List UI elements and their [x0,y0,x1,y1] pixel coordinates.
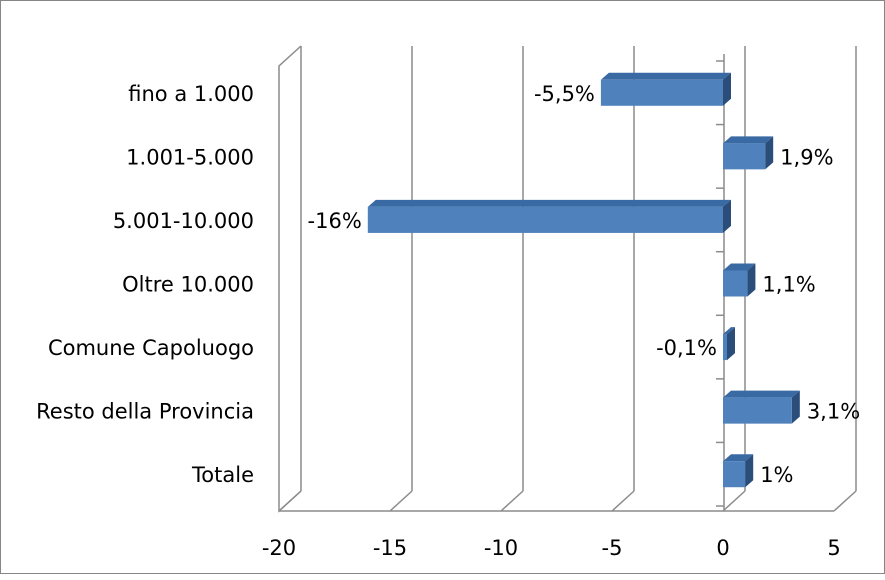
bar-top-face [723,327,735,335]
data-label: -0,1% [656,336,717,360]
data-label: 1% [760,463,793,487]
data-label: 1,1% [762,273,815,297]
floor-gridline [500,490,524,512]
bar [723,270,748,297]
bar-top-face [367,199,731,207]
bar-top-face [723,263,756,271]
x-tick-label: -20 [262,536,296,560]
category-label: Totale [191,463,254,487]
bar-top-face [723,390,800,398]
bar-side-face [745,454,754,488]
bar-side-face [723,72,731,106]
x-tick-label: 5 [827,536,840,560]
category-label: Oltre 10.000 [122,273,254,297]
data-label: 3,1% [807,400,860,424]
bar-top-face [600,72,731,80]
category-label: fino a 1.000 [128,82,254,106]
floor-gridline [722,490,746,512]
x-tick-label: -15 [373,536,407,560]
bar [367,206,723,233]
floor-gridline [833,490,857,512]
data-label: -16% [308,209,362,233]
bar [723,461,746,488]
bar-side-face [765,136,774,170]
bar-side-face [727,327,735,361]
category-label: Comune Capoluogo [48,336,254,360]
x-tick-label: -5 [602,536,623,560]
category-label: Resto della Provincia [36,400,254,424]
category-label: 1.001-5.000 [126,145,254,169]
floor-gridline [389,490,413,512]
data-label: 1,9% [780,145,833,169]
bar-side-face [747,263,756,297]
bar [723,143,766,170]
bar [600,79,723,106]
x-tick-label: 0 [716,536,729,560]
bar-top-face [723,136,774,144]
bar [723,334,727,361]
data-label: -5,5% [534,82,595,106]
side-wall [278,45,302,513]
bar-top-face [723,454,754,462]
floor-gridline [611,490,635,512]
bar [723,397,792,424]
category-label: 5.001-10.000 [113,209,254,233]
bar-side-face [723,199,731,233]
x-tick-label: -10 [484,536,518,560]
bar-side-face [791,390,800,424]
